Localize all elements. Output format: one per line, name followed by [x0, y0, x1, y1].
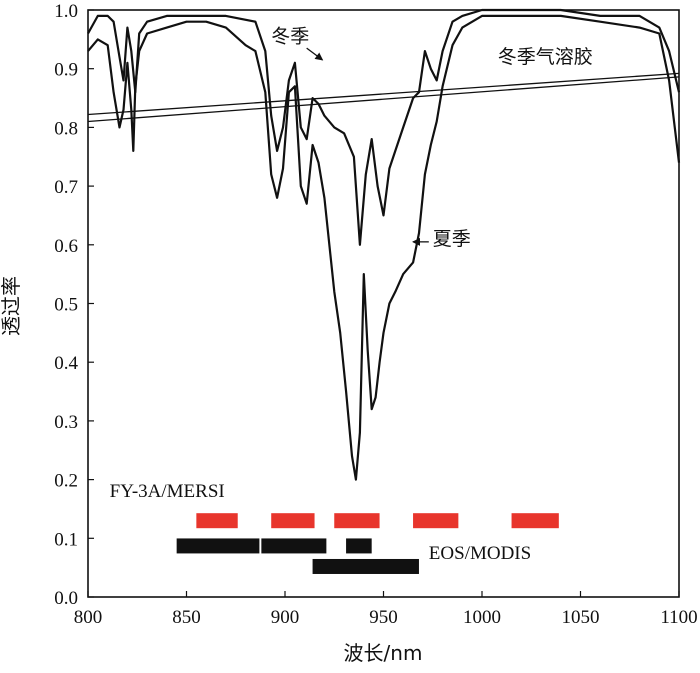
- x-tick-label: 800: [74, 607, 103, 628]
- annotation-winter-aerosol: 冬季气溶胶: [498, 46, 593, 68]
- sensor-band-1-3: [312, 558, 419, 574]
- plot-frame-rect: [87, 9, 680, 598]
- y-axis-title: 透过率: [0, 276, 23, 336]
- series-line-2: [87, 72, 680, 116]
- x-tick-label: 1100: [660, 607, 697, 628]
- sensor-band-1-2: [346, 538, 372, 554]
- x-tick-label: 1050: [562, 607, 600, 628]
- x-tick-label: 1000: [463, 607, 501, 628]
- winter-arrow: [306, 47, 324, 61]
- sensor-bands: FY-3A/MERSI EOS/MODIS: [110, 481, 559, 574]
- x-tick-label: 950: [369, 607, 398, 628]
- sensor-band-0-2: [334, 513, 380, 529]
- sensor-label-modis: EOS/MODIS: [429, 543, 531, 564]
- annotation-summer: 夏季: [433, 228, 471, 250]
- y-tick-label: 0.3: [54, 412, 78, 433]
- annotation-winter: 冬季: [271, 25, 309, 47]
- series-line-3: [87, 76, 680, 123]
- series-line-1: [87, 14, 681, 481]
- y-tick-label: 0.4: [54, 353, 78, 374]
- sensor-band-0-4: [511, 513, 559, 529]
- y-tick-label: 0.7: [54, 177, 78, 198]
- y-tick-label: 0.1: [54, 529, 78, 550]
- y-tick-label: 0.2: [54, 471, 78, 492]
- y-tick-label: 0.5: [54, 295, 78, 316]
- sensor-band-0-0: [196, 513, 238, 529]
- y-tick-label: 0.6: [54, 236, 78, 257]
- series-line-0: [87, 8, 681, 246]
- x-axis-title: 波长/nm: [344, 641, 423, 665]
- y-tick-label: 0.0: [54, 588, 78, 609]
- axis-ticks: 800 850 900 950 1000 1050 1100 0.0 0.1 0.2 0.3 0.4 0…: [54, 1, 697, 628]
- sensor-band-1-0: [176, 538, 260, 554]
- x-tick-label: 850: [172, 607, 201, 628]
- sensor-label-mersi: FY-3A/MERSI: [110, 481, 225, 502]
- sensor-band-0-1: [271, 513, 315, 529]
- y-tick-label: 0.8: [54, 118, 78, 139]
- series-lines: [87, 8, 681, 481]
- sensor-band-1-1: [261, 538, 327, 554]
- y-tick-label: 1.0: [54, 1, 78, 22]
- y-tick-label: 0.9: [54, 60, 78, 81]
- x-tick-label: 900: [271, 607, 300, 628]
- plot-frame: [87, 9, 680, 598]
- sensor-band-0-3: [413, 513, 459, 529]
